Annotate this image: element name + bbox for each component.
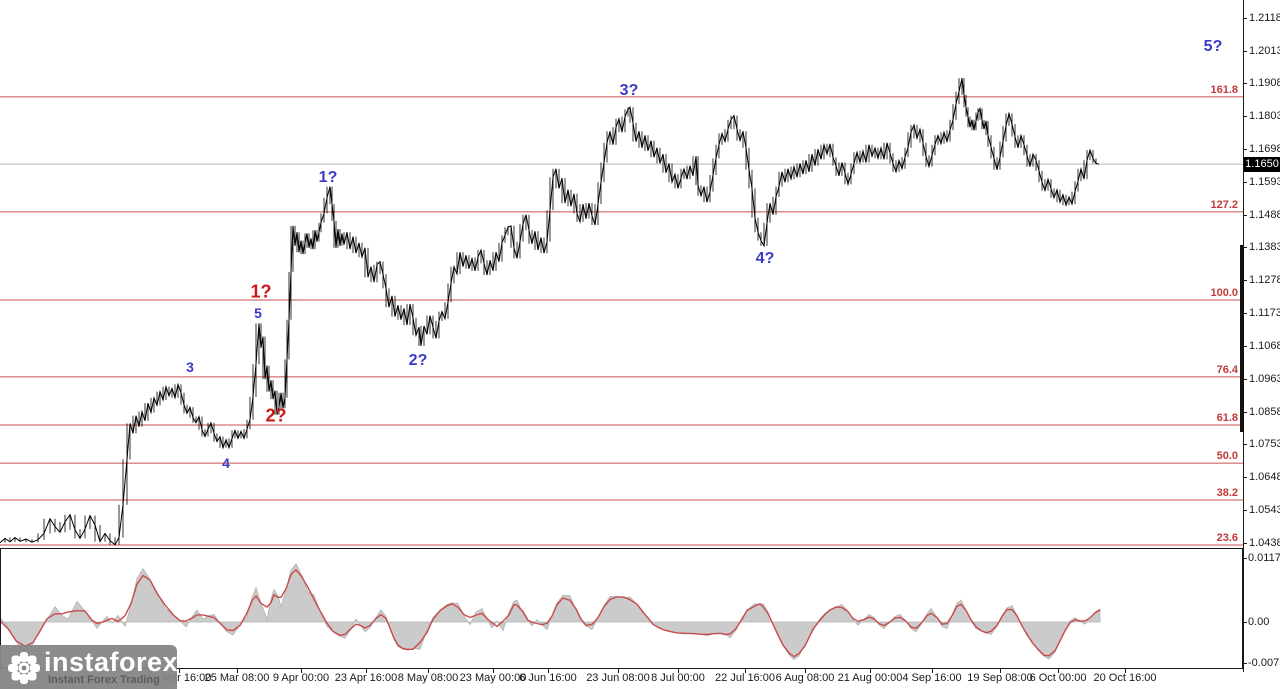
fib-level-label: 127.2 [1210,198,1238,211]
oscillator-tick-label: 0.00 [1248,616,1270,628]
wave-label: 1? [318,169,338,186]
time-tick-label: 9 Apr 00:00 [272,672,330,684]
current-price-tag: 1.1650 [1244,157,1280,172]
fib-level-label: 76.4 [1216,363,1238,376]
fib-level-label: 100.0 [1210,287,1238,299]
time-tick-label: 23 Jun 08:00 [586,672,650,684]
price-tick-label: 1.1068 [1249,340,1280,352]
instaforex-watermark: instaforex Instant Forex Trading [0,645,179,689]
price-chart-canvas[interactable] [0,0,1243,548]
fib-level-label: 161.8 [1210,83,1238,96]
fib-level-label: 61.8 [1216,412,1238,424]
time-tick-label: 20 Oct 16:00 [1093,672,1157,684]
oscillator-tick-label: -0.00759 [1248,657,1280,669]
time-tick-label: 23 Apr 16:00 [334,672,398,684]
time-tick-label: 4 Sep 16:00 [902,672,962,684]
wave-label: 4 [222,455,230,471]
time-tick-label: 25 Mar 08:00 [204,672,270,684]
time-tick-label: 23 May 00:00 [459,672,527,684]
time-tick-label: 8 May 08:00 [397,672,459,684]
time-tick-label: 19 Sep 08:00 [967,672,1033,684]
wave-label: 3? [619,82,639,99]
price-tick-label: 1.1383 [1249,241,1280,253]
price-tick-label: 1.1488 [1249,209,1280,221]
logo-tagline-text: Instant Forex Trading [48,674,160,686]
price-tick-label: 1.1593 [1249,176,1280,188]
price-tick-label: 1.1908 [1249,77,1280,89]
price-tick-label: 1.0753 [1249,438,1280,450]
time-tick-label: 8 Jul 00:00 [651,672,705,684]
price-tick-label: 1.2013 [1249,45,1280,57]
price-tick-label: 1.1803 [1249,110,1280,122]
wave-label: 2? [408,352,428,369]
wave-label: 5 [254,305,262,321]
time-tick-label: 21 Aug 00:00 [837,672,903,684]
price-tick-label: 1.1173 [1249,307,1280,319]
wave-label: 5? [1203,38,1223,55]
wave-label: 4? [755,250,775,267]
logo-brand-text: instaforex [44,647,179,677]
fib-level-label: 38.2 [1216,487,1238,499]
wave-label: 1? [250,281,272,302]
time-tick-label: 6 Aug 08:00 [775,672,835,684]
wave-label: 3 [186,359,194,375]
fib-level-label: 50.0 [1216,450,1238,463]
price-tick-label: 1.1698 [1249,143,1280,155]
price-tick-label: 1.0648 [1249,471,1280,483]
oscillator-tick-label: 0.01174 [1248,552,1280,564]
price-tick-label: 1.0438 [1249,537,1280,549]
price-tick-label: 1.1278 [1249,274,1280,286]
price-tick-label: 1.2118 [1249,12,1280,24]
price-axis-scrollbar[interactable] [1240,245,1244,432]
oscillator-panel-canvas[interactable] [0,548,1243,669]
price-tick-label: 1.0858 [1249,406,1280,418]
time-tick-label: 6 Jun 16:00 [519,672,577,684]
time-tick-label: 22 Jul 16:00 [715,672,775,684]
price-tick-label: 1.0543 [1249,504,1280,516]
price-tick-label: 1.0963 [1249,373,1280,385]
fib-level-label: 23.6 [1216,532,1238,544]
instaforex-logo-icon [8,652,40,684]
wave-label: 2? [265,405,287,426]
time-tick-label: 6 Oct 00:00 [1029,672,1087,684]
